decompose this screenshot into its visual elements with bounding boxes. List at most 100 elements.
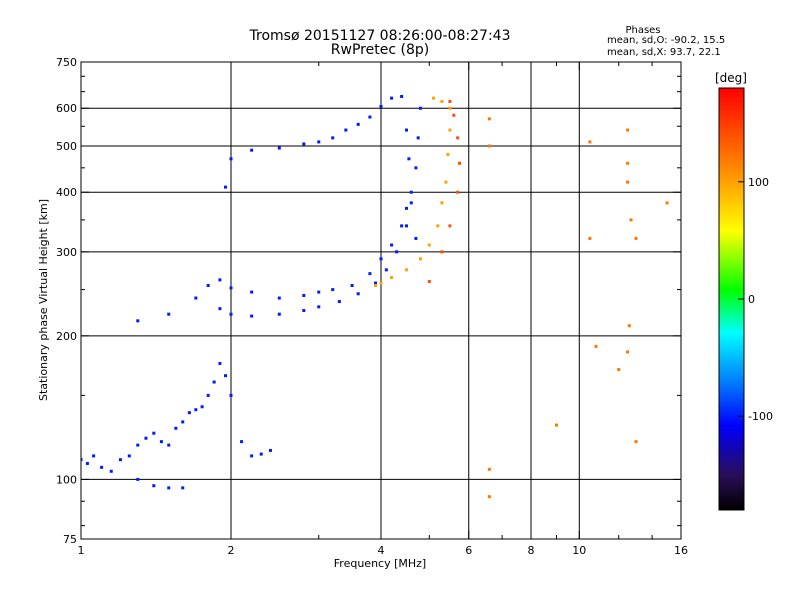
echo-point: [331, 136, 335, 140]
echo-point: [414, 236, 418, 240]
echo-point: [448, 106, 452, 110]
echo-point: [617, 367, 621, 371]
echo-point: [390, 96, 394, 100]
echo-point: [302, 142, 306, 146]
echo-point: [229, 312, 233, 316]
echo-point: [452, 113, 456, 117]
x-tick-label: 2: [228, 544, 235, 557]
echo-point: [427, 279, 431, 283]
echo-point: [427, 243, 431, 247]
echo-point: [136, 443, 140, 447]
x-axis-label: Frequency [MHz]: [334, 557, 426, 570]
echo-point: [356, 292, 360, 296]
echo-point: [167, 443, 171, 447]
echo-point: [626, 180, 630, 184]
y-tick-label: 300: [56, 246, 77, 259]
echo-point: [152, 484, 156, 488]
echo-point: [487, 117, 491, 121]
echo-point: [85, 461, 89, 465]
echo-point: [218, 361, 222, 365]
colorbar-tick-label: -100: [748, 410, 773, 423]
echo-point: [395, 250, 399, 254]
echo-point: [167, 312, 171, 316]
echo-point: [277, 296, 281, 300]
echo-point: [268, 448, 272, 452]
echo-point: [456, 190, 460, 194]
y-tick-label: 400: [56, 186, 77, 199]
echo-point: [100, 465, 104, 469]
x-tick-label: 8: [528, 544, 535, 557]
echo-point: [224, 185, 228, 189]
echo-point: [136, 319, 140, 323]
echo-point: [224, 374, 228, 378]
echo-point: [629, 218, 633, 222]
echo-point: [400, 94, 404, 98]
echo-point: [626, 161, 630, 165]
legend-line-o: mean, sd,O: -90.2, 15.5: [607, 35, 725, 46]
echo-point: [250, 148, 254, 152]
x-tick-label: 16: [674, 544, 688, 557]
echo-point: [400, 224, 404, 228]
echo-point: [374, 281, 378, 285]
y-tick-label: 75: [63, 533, 77, 546]
echo-point: [626, 350, 630, 354]
echo-point: [554, 423, 558, 427]
echo-point: [259, 452, 263, 456]
echo-point: [444, 180, 448, 184]
echo-point: [250, 454, 254, 458]
colorbar-tick-label: 100: [748, 176, 769, 189]
echo-point: [588, 236, 592, 240]
echo-point: [446, 152, 450, 156]
echo-point: [229, 393, 233, 397]
legend-line-x: mean, sd,X: 93.7, 22.1: [607, 47, 721, 58]
legend-title: Phases: [625, 25, 660, 36]
echo-point: [240, 440, 244, 444]
echo-point: [194, 296, 198, 300]
echo-point: [418, 106, 422, 110]
x-tick-label: 1: [78, 544, 85, 557]
echo-point: [194, 408, 198, 412]
echo-point: [440, 250, 444, 254]
echo-point: [181, 420, 185, 424]
chart-title: Tromsø 20151127 08:26:00-08:27:43: [249, 28, 511, 44]
echo-point: [418, 257, 422, 261]
echo-point: [250, 290, 254, 294]
echo-point: [200, 405, 204, 409]
echo-point: [167, 486, 171, 490]
echo-point: [250, 314, 254, 318]
echo-point: [229, 157, 233, 161]
echo-point: [409, 201, 413, 205]
echo-point: [409, 190, 413, 194]
echo-point: [416, 136, 420, 140]
echo-point: [390, 243, 394, 247]
echo-point: [379, 105, 383, 109]
echo-point: [206, 283, 210, 287]
echo-point: [448, 224, 452, 228]
echo-point: [181, 486, 185, 490]
echo-point: [337, 300, 341, 304]
echo-point: [404, 224, 408, 228]
x-tick-label: 10: [572, 544, 586, 557]
echo-point: [159, 440, 163, 444]
echo-point: [404, 268, 408, 272]
echo-point: [404, 128, 408, 132]
y-tick-label: 600: [56, 102, 77, 115]
x-tick-label: 4: [378, 544, 385, 557]
echo-point: [390, 276, 394, 280]
echo-point: [379, 257, 383, 261]
echo-point: [229, 286, 233, 290]
echo-point: [448, 99, 452, 103]
chart-subtitle: RwPretec (8p): [331, 42, 429, 58]
echo-point: [218, 278, 222, 282]
echo-point: [317, 305, 321, 309]
echo-point: [317, 290, 321, 294]
echo-point: [487, 495, 491, 499]
colorbar-tick-label: 0: [748, 293, 755, 306]
colorbar-label: [deg]: [715, 71, 747, 85]
echo-point: [118, 458, 122, 462]
echo-point: [302, 308, 306, 312]
x-tick-label: 6: [465, 544, 472, 557]
echo-point: [440, 201, 444, 205]
echo-point: [136, 477, 140, 481]
y-tick-label: 200: [56, 330, 77, 343]
